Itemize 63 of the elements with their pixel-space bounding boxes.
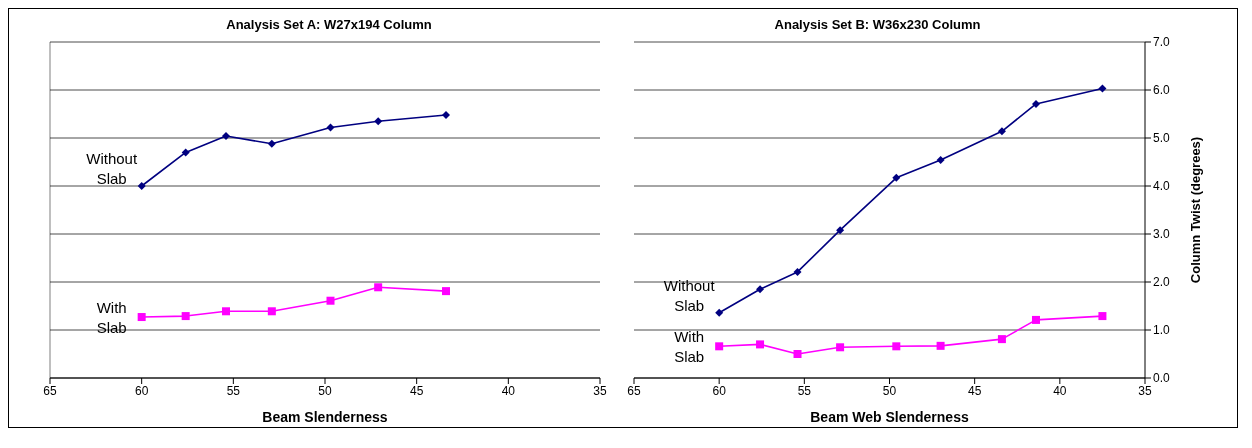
- series-label: With Slab: [96, 299, 127, 337]
- chart-title: Analysis Set A: W27x194 Column: [225, 16, 433, 34]
- y-tick-label: 7.0: [1153, 35, 1171, 50]
- point: [374, 117, 383, 126]
- point: [326, 123, 335, 132]
- point: [181, 148, 190, 157]
- x-axis-title: Beam Web Slenderness: [810, 409, 969, 425]
- x-tick-label: 40: [501, 383, 516, 398]
- point: [222, 132, 230, 141]
- point: [442, 110, 450, 119]
- x-tick-label: 45: [967, 383, 982, 398]
- y-tick-label: 4.0: [1153, 179, 1171, 194]
- point: [137, 182, 146, 190]
- point: [892, 173, 901, 182]
- x-tick-label: 45: [409, 383, 424, 398]
- x-tick-label: 50: [318, 383, 332, 398]
- chart-title: Analysis Set B: W36x230 Column: [773, 16, 982, 34]
- y-axis-title: Column Twist (degrees): [1187, 136, 1203, 284]
- point: [1031, 315, 1040, 324]
- series-label: Without Slab: [663, 276, 716, 314]
- point: [836, 343, 845, 352]
- point: [326, 296, 335, 305]
- y-tick-label: 0.0: [1153, 371, 1171, 386]
- point: [442, 287, 450, 296]
- y-tick-label: 5.0: [1153, 131, 1171, 146]
- x-tick-label: 50: [882, 383, 897, 398]
- series-label: Without Slab: [86, 150, 138, 187]
- point: [267, 307, 276, 316]
- y-tick-label: 6.0: [1153, 83, 1171, 98]
- point: [892, 342, 901, 351]
- point: [137, 313, 146, 322]
- point: [267, 139, 276, 148]
- point: [836, 226, 845, 235]
- point: [715, 308, 724, 317]
- point: [936, 156, 945, 165]
- point: [181, 312, 190, 321]
- point: [997, 335, 1006, 344]
- series-label: With Slab: [674, 328, 705, 366]
- point: [222, 307, 230, 316]
- y-tick-label: 2.0: [1153, 275, 1171, 290]
- point: [936, 341, 945, 350]
- point: [1098, 312, 1107, 321]
- x-tick-label: 35: [1138, 383, 1152, 398]
- y-tick-label: 3.0: [1153, 227, 1171, 242]
- point: [756, 285, 765, 294]
- point: [374, 283, 383, 292]
- x-tick-label: 35: [593, 383, 607, 398]
- x-tick-label: 60: [134, 383, 149, 398]
- x-tick-label: 65: [43, 383, 57, 398]
- x-tick-label: 65: [627, 383, 641, 398]
- y-tick-label: 1.0: [1153, 323, 1171, 338]
- point: [997, 127, 1006, 136]
- x-tick-label: 60: [712, 383, 727, 398]
- point: [1098, 84, 1107, 93]
- point: [1031, 99, 1040, 108]
- x-axis-title: Beam Slenderness: [262, 409, 388, 425]
- point: [793, 267, 802, 276]
- point: [756, 340, 765, 349]
- x-tick-label: 40: [1053, 383, 1067, 398]
- x-tick-label: 55: [797, 383, 812, 398]
- point: [715, 342, 724, 351]
- point: [793, 350, 802, 358]
- x-tick-label: 55: [226, 383, 241, 398]
